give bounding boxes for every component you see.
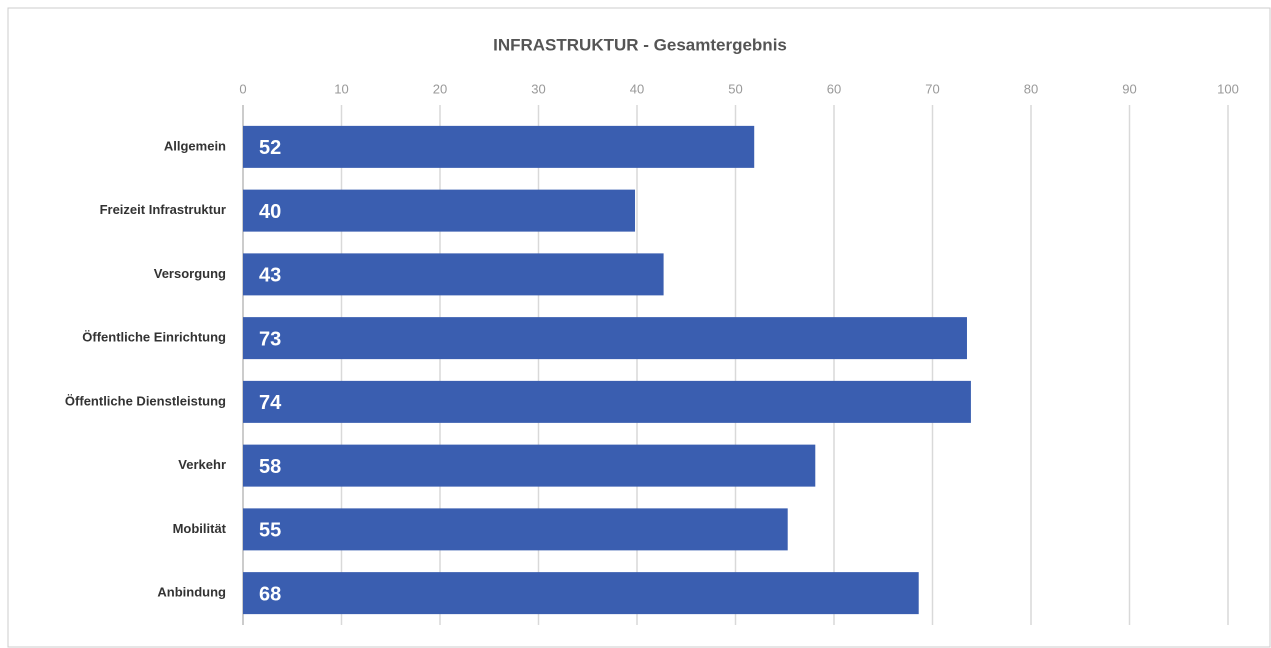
x-tick-label: 40	[630, 81, 644, 96]
x-tick-label: 30	[531, 81, 545, 96]
x-tick-label: 80	[1024, 81, 1038, 96]
value-label: 74	[259, 392, 282, 414]
value-label: 73	[259, 328, 281, 350]
y-tick-label: Allgemein	[164, 138, 226, 153]
x-tick-label: 100	[1217, 81, 1239, 96]
value-label: 40	[259, 201, 281, 223]
y-tick-label: Mobilität	[173, 521, 227, 536]
x-tick-label: 10	[334, 81, 348, 96]
bar	[243, 444, 816, 487]
bar	[243, 572, 919, 615]
value-label: 68	[259, 583, 281, 605]
value-label: 52	[259, 137, 281, 159]
x-tick-label: 90	[1122, 81, 1136, 96]
bar	[243, 317, 967, 360]
bar	[243, 189, 636, 232]
y-tick-label: Öffentliche Dienstleistung	[65, 393, 226, 408]
x-tick-label: 70	[925, 81, 939, 96]
y-tick-label: Öffentliche Einrichtung	[82, 330, 226, 345]
bar	[243, 508, 788, 551]
x-tick-label: 20	[433, 81, 447, 96]
value-label: 58	[259, 456, 281, 478]
value-label: 55	[259, 520, 281, 542]
chart-title: INFRASTRUKTUR - Gesamtergebnis	[493, 35, 787, 54]
y-tick-label: Freizeit Infrastruktur	[100, 202, 226, 217]
bar	[243, 125, 755, 168]
y-tick-label: Verkehr	[178, 457, 226, 472]
y-tick-label: Versorgung	[154, 266, 226, 281]
y-tick-label: Anbindung	[157, 585, 226, 600]
x-tick-label: 60	[827, 81, 841, 96]
value-label: 43	[259, 265, 281, 287]
bar	[243, 253, 664, 296]
x-tick-label: 0	[239, 81, 246, 96]
bar	[243, 380, 971, 423]
x-tick-label: 50	[728, 81, 742, 96]
